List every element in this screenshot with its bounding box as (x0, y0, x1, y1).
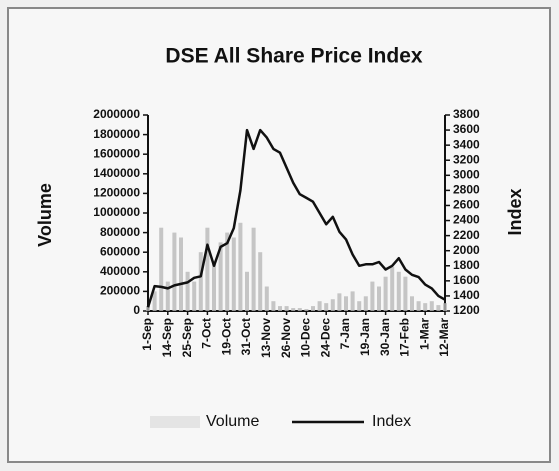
y2-tick-label: 1400 (453, 288, 480, 302)
y2-tick-label: 2200 (453, 228, 480, 242)
y-tick-label: 800000 (100, 225, 140, 239)
volume-bar (212, 262, 216, 311)
volume-bar (357, 301, 362, 311)
volume-bar (370, 281, 375, 311)
volume-bar (159, 227, 164, 311)
volume-bar (271, 301, 276, 311)
legend-swatch (150, 416, 200, 428)
volume-bar (304, 309, 309, 311)
volume-bar (324, 303, 329, 311)
volume-bar (443, 303, 447, 311)
y-tick-label: 1200000 (93, 186, 140, 200)
y-tick-label: 600000 (100, 244, 140, 258)
volume-bar (416, 301, 421, 311)
volume-bar (311, 306, 315, 311)
volume-bar (165, 281, 170, 311)
volume-bar (179, 237, 183, 311)
volume-bar (350, 291, 355, 311)
x-tick-label: 30-Jan (378, 318, 392, 356)
volume-bar (231, 237, 236, 311)
volume-bar (344, 296, 348, 311)
volume-bar (284, 306, 289, 311)
x-tick-label: 24-Dec (318, 318, 332, 358)
volume-bar (410, 296, 414, 311)
y2-tick-label: 3400 (453, 137, 480, 151)
volume-bar (225, 232, 230, 311)
volume-bar (278, 306, 282, 311)
volume-bar (218, 242, 223, 311)
chart-title: DSE All Share Price Index (165, 45, 422, 68)
x-tick-label: 7-Oct (200, 318, 214, 349)
x-tick-label: 7-Jan (338, 318, 352, 349)
volume-bar (172, 232, 177, 311)
volume-bar (337, 293, 342, 311)
x-tick-label: 26-Nov (279, 318, 293, 358)
x-tick-label: 14-Sep (160, 318, 174, 357)
volume-bar (383, 276, 388, 311)
y2-tick-label: 3200 (453, 152, 480, 166)
volume-bar (423, 303, 428, 311)
x-tick-label: 10-Dec (299, 318, 313, 358)
volume-bar (198, 252, 203, 311)
volume-bar (390, 266, 395, 311)
y2-tick-label: 2400 (453, 213, 480, 227)
y2-tick-label: 1200 (453, 303, 480, 317)
y2-tick-label: 3600 (453, 122, 480, 136)
legend-label: Volume (206, 413, 259, 430)
y-tick-label: 1400000 (93, 166, 140, 180)
x-tick-label: 12-Mar (437, 318, 451, 357)
y2-axis-title: Index (505, 188, 525, 235)
x-tick-label: 17-Feb (398, 318, 412, 357)
y2-tick-label: 3800 (453, 107, 480, 121)
volume-bar (396, 271, 401, 311)
legend-label: Index (372, 413, 411, 430)
y2-tick-label: 2600 (453, 198, 480, 212)
y2-tick-label: 3000 (453, 167, 480, 181)
y2-tick-label: 1800 (453, 258, 480, 272)
volume-bar (297, 308, 302, 311)
volume-bar (436, 305, 441, 311)
x-tick-label: 25-Sep (180, 318, 194, 357)
volume-bar (403, 276, 408, 311)
volume-bar (330, 299, 335, 311)
y2-tick-label: 2800 (453, 183, 480, 197)
x-tick-label: 1-Sep (140, 318, 154, 351)
y-tick-label: 2000000 (93, 107, 140, 121)
volume-bar (251, 227, 256, 311)
frame (7, 7, 551, 463)
x-tick-label: 1-Mar (417, 318, 431, 350)
y2-tick-label: 2000 (453, 243, 480, 257)
x-tick-label: 19-Jan (358, 318, 372, 356)
volume-bar (429, 301, 434, 311)
x-tick-label: 31-Oct (239, 318, 253, 355)
volume-bar (363, 296, 368, 311)
volume-bar (205, 227, 210, 311)
y-tick-label: 0 (133, 303, 140, 317)
volume-bar (185, 271, 190, 311)
volume-bar (377, 286, 381, 311)
volume-bar (192, 281, 197, 311)
y-tick-label: 1800000 (93, 127, 140, 141)
y-tick-label: 1000000 (93, 205, 140, 219)
y-tick-label: 1600000 (93, 146, 140, 160)
y-tick-label: 200000 (100, 284, 140, 298)
x-tick-label: 19-Oct (219, 318, 233, 355)
volume-bar (245, 271, 249, 311)
y2-tick-label: 1600 (453, 273, 480, 287)
volume-bar (291, 308, 296, 311)
x-tick-label: 13-Nov (259, 318, 273, 358)
volume-bar (152, 291, 157, 311)
volume-bar (146, 306, 150, 311)
index-line (146, 128, 446, 308)
y-axis-title: Volume (35, 183, 55, 247)
volume-bar (258, 252, 263, 311)
volume-bar (238, 222, 243, 311)
volume-bar (317, 301, 322, 311)
y-tick-label: 400000 (100, 264, 140, 278)
volume-bar (264, 286, 269, 311)
